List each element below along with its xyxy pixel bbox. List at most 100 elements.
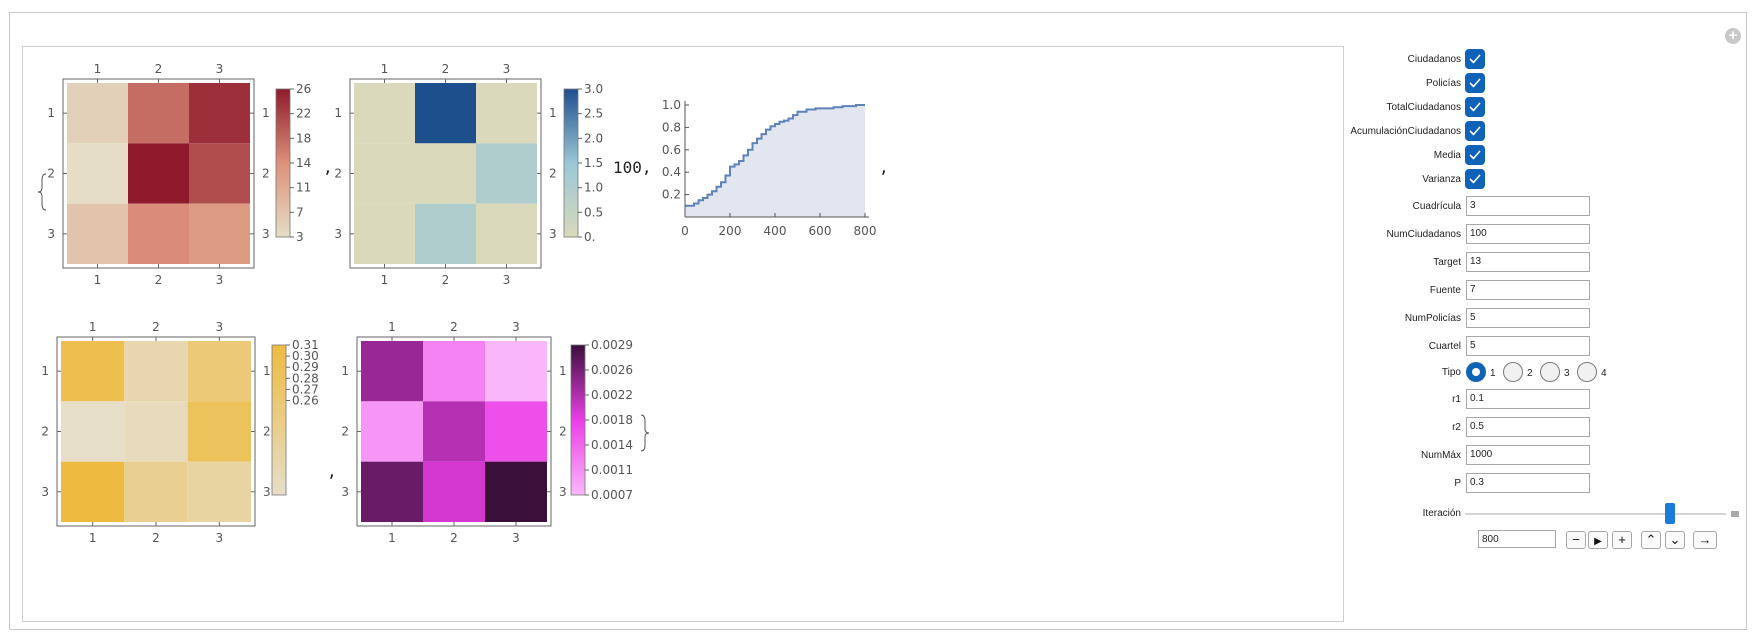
heatmap-tick-label: 3 (216, 320, 224, 334)
input-numciudadanos[interactable]: 100 (1466, 224, 1590, 244)
heatmap-tick-label: 2 (442, 273, 450, 287)
heatmap-cell (189, 203, 250, 264)
heatmap-tick-label: 1 (47, 106, 55, 120)
heatmap-tick-label: 1 (549, 106, 557, 120)
checkbox-acumulaciónciudadanos[interactable] (1465, 121, 1485, 141)
heatmap-cell (354, 83, 415, 144)
legend-tick-label: 2.5 (584, 107, 603, 121)
tipo-radio-4[interactable] (1577, 362, 1597, 382)
heatmap-cell (361, 401, 423, 462)
x-tick-label: 800 (854, 224, 877, 238)
add-icon[interactable]: + (1725, 28, 1741, 44)
heatmap-tick-label: 1 (263, 364, 271, 378)
iteracion-slider-thumb[interactable] (1665, 503, 1675, 524)
x-tick-label: 600 (809, 224, 832, 238)
legend-tick-label: 7 (296, 205, 304, 219)
heatmap-tick-label: 2 (559, 425, 567, 439)
control-label: P (1454, 478, 1461, 489)
play-button[interactable]: ▶ (1588, 531, 1608, 549)
heatmap-cell (476, 203, 537, 264)
heatmap-cell (61, 461, 125, 522)
legend-tick-label: 0.28 (292, 371, 319, 385)
control-label: NumPolicías (1404, 313, 1461, 324)
plus-button[interactable]: + (1612, 531, 1632, 549)
heatmap-cell (485, 341, 547, 402)
control-label: Media (1433, 150, 1461, 161)
heatmap-cell (189, 143, 250, 204)
control-label: Tipo (1441, 367, 1461, 378)
heatmap-tick-label: 3 (512, 531, 520, 545)
heatmap-tick-label: 3 (334, 227, 342, 241)
legend-tick-label: 11 (296, 181, 311, 195)
heatmap-cell (361, 461, 423, 522)
heatmap-cell (415, 203, 476, 264)
heatmap-cell (67, 143, 128, 204)
control-label: NumMáx (1420, 450, 1461, 461)
heatmap-cell (354, 203, 415, 264)
heatmap-cell (128, 143, 189, 204)
legend-tick-label: 0.26 (292, 394, 319, 408)
heatmap-tick-label: 2 (155, 273, 163, 287)
tipo-radio-2[interactable] (1503, 362, 1523, 382)
input-r1[interactable]: 0.1 (1466, 389, 1590, 409)
input-target[interactable]: 13 (1466, 252, 1590, 272)
checkbox-varianza[interactable] (1465, 169, 1485, 189)
heatmap-tick-label: 3 (559, 485, 567, 499)
heatmap-cell (361, 341, 423, 402)
tipo-radio-1[interactable] (1466, 362, 1486, 382)
direction-button[interactable]: → (1693, 531, 1717, 549)
heatmap-tick-label: 2 (450, 320, 458, 334)
faster-button[interactable]: ⌃ (1641, 531, 1661, 549)
tipo-radio-label: 4 (1601, 368, 1607, 379)
heatmap-cell (476, 83, 537, 144)
heatmap-tick-label: 2 (450, 531, 458, 545)
input-fuente[interactable]: 7 (1466, 280, 1590, 300)
input-cuadrícula[interactable]: 3 (1466, 196, 1590, 216)
iteracion-value-field[interactable]: 800 (1478, 530, 1556, 548)
heatmap-tick-label: 1 (559, 364, 567, 378)
checkbox-policías[interactable] (1465, 73, 1485, 93)
heatmap-tick-label: 3 (549, 227, 557, 241)
heatmap-cell (128, 203, 189, 264)
checkbox-totalciudadanos[interactable] (1465, 97, 1485, 117)
x-tick-label: 400 (764, 224, 787, 238)
area-fill (685, 105, 865, 217)
slider-expand-icon[interactable] (1731, 511, 1739, 517)
legend-bar (570, 344, 586, 496)
separator-100: 100, (613, 158, 652, 177)
legend-tick-label: 0.31 (292, 338, 319, 352)
iteracion-slider-track[interactable] (1465, 513, 1726, 515)
heatmap-tick-label: 1 (381, 62, 389, 76)
legend-tick-label: 18 (296, 131, 311, 145)
control-label: Ciudadanos (1407, 54, 1461, 65)
heatmap-tick-label: 2 (341, 425, 349, 439)
legend-tick-label: 0.0018 (591, 413, 633, 427)
input-p[interactable]: 0.3 (1466, 473, 1590, 493)
heatmap-cell (187, 401, 251, 462)
y-tick-label: 1.0 (662, 98, 681, 112)
checkbox-ciudadanos[interactable] (1465, 49, 1485, 69)
tipo-radio-label: 1 (1490, 368, 1496, 379)
legend-tick-label: 0.0029 (591, 338, 633, 352)
heatmap-tick-label: 3 (503, 273, 511, 287)
heatmap-tick-label: 1 (381, 273, 389, 287)
heatmap-tick-label: 1 (262, 106, 270, 120)
control-label: r2 (1452, 422, 1461, 433)
input-numpolicías[interactable]: 5 (1466, 308, 1590, 328)
separator-comma-1: , (323, 158, 333, 177)
heatmap-tick-label: 3 (41, 485, 49, 499)
input-cuartel[interactable]: 5 (1466, 336, 1590, 356)
x-tick-label: 200 (719, 224, 742, 238)
heatmap-cell (187, 461, 251, 522)
input-r2[interactable]: 0.5 (1466, 417, 1590, 437)
input-nummáx[interactable]: 1000 (1466, 445, 1590, 465)
tipo-radio-3[interactable] (1540, 362, 1560, 382)
checkbox-media[interactable] (1465, 145, 1485, 165)
minus-button[interactable]: − (1566, 531, 1586, 549)
control-label: r1 (1452, 394, 1461, 405)
slower-button[interactable]: ⌄ (1665, 531, 1685, 549)
heatmap-4: 1 1 1 1 2 2 2 2 3 3 3 3 0.0029 0.0026 0.0022 0.0018 0.00… (341, 320, 633, 545)
output-pane: , 100, , , 1 1 1 1 2 2 2 2 3 3 3 3 26 22 18 14 11 7 3 1 1 1 1 2… (22, 46, 1344, 622)
heatmap-tick-label: 2 (152, 531, 160, 545)
